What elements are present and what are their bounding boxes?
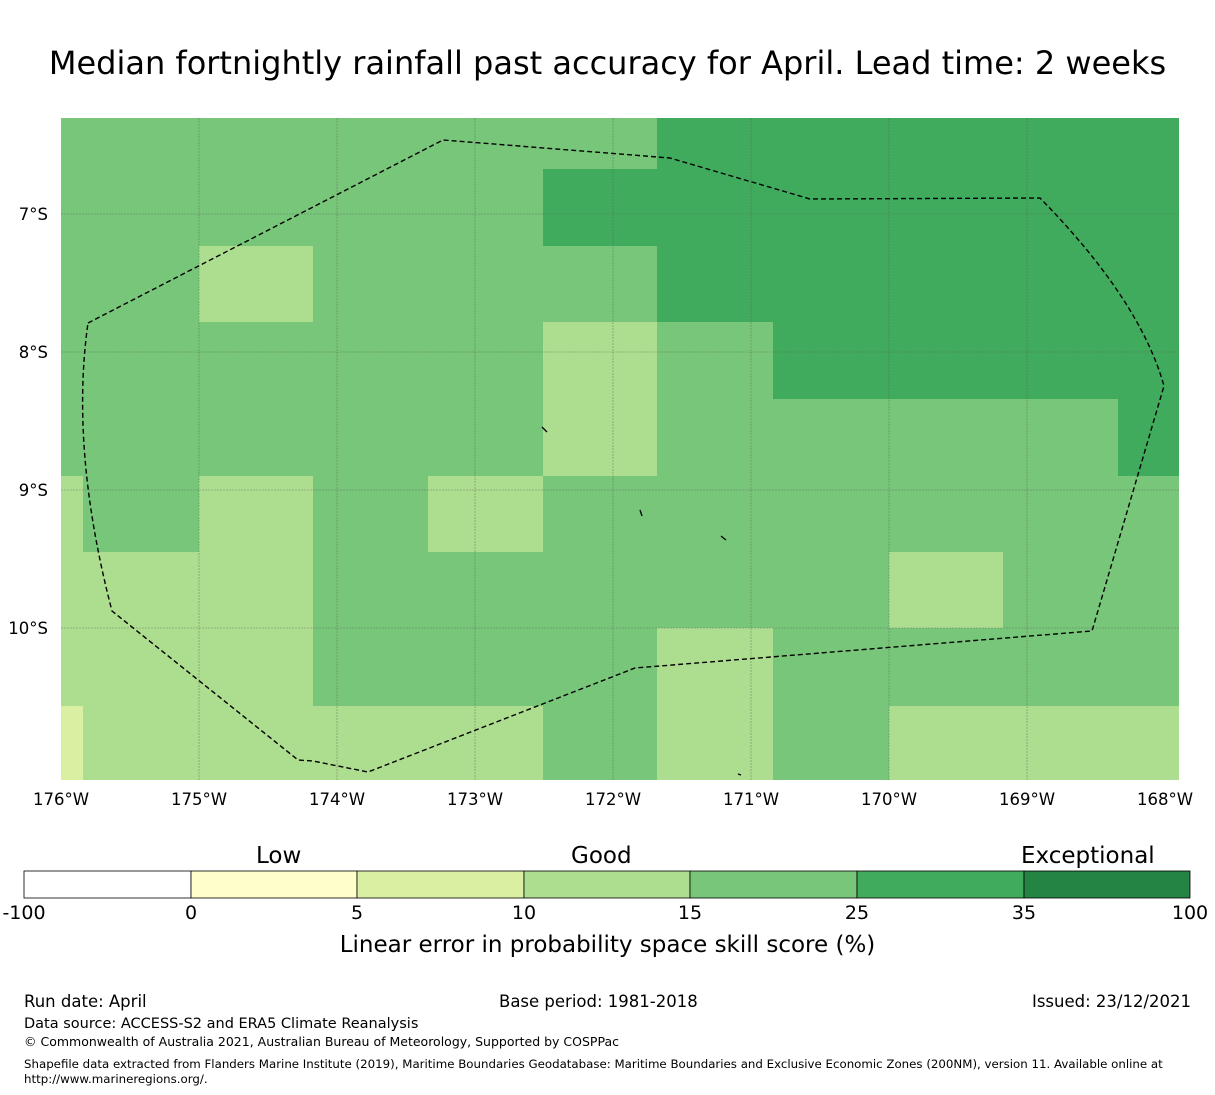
island-mark bbox=[737, 773, 742, 776]
colorbar-label: Linear error in probability space skill … bbox=[339, 932, 876, 958]
grid-cell bbox=[428, 476, 543, 552]
y-tick-label: 8°S bbox=[19, 343, 48, 362]
colorbar-segment bbox=[689, 870, 858, 899]
x-tick-label: 170°W bbox=[861, 790, 917, 809]
island-mark bbox=[541, 426, 548, 433]
y-tick-label: 7°S bbox=[19, 205, 48, 224]
colorbar-tick: -100 bbox=[2, 902, 46, 924]
grid-cell bbox=[657, 628, 773, 780]
x-tick-label: 171°W bbox=[723, 790, 779, 809]
grid-cell bbox=[61, 706, 83, 780]
colorbar-tick: 100 bbox=[1171, 902, 1209, 924]
colorbar-tick: 15 bbox=[677, 902, 703, 924]
graticule bbox=[61, 118, 1179, 780]
y-axis-ticks: 7°S 8°S 9°S 10°S bbox=[8, 205, 48, 638]
grid-cell bbox=[543, 169, 657, 246]
grid-cell bbox=[199, 476, 313, 552]
shapefile-credit: Shapefile data extracted from Flanders M… bbox=[24, 1057, 1163, 1071]
shapefile-url: http://www.marineregions.org/. bbox=[24, 1072, 208, 1086]
grid-cell bbox=[61, 476, 83, 552]
legend-exceptional-label: Exceptional bbox=[1021, 843, 1155, 869]
x-tick-label: 176°W bbox=[33, 790, 89, 809]
colorbar-segment bbox=[356, 870, 525, 899]
colorbar-tick: 25 bbox=[844, 902, 870, 924]
grid-cell bbox=[83, 706, 543, 780]
colorbar-tick: 0 bbox=[184, 902, 198, 924]
run-date: Run date: April bbox=[24, 992, 147, 1011]
copyright: © Commonwealth of Australia 2021, Austra… bbox=[24, 1034, 619, 1049]
grid-cell bbox=[61, 552, 313, 706]
x-axis-ticks: 176°W 175°W 174°W 173°W 172°W 171°W 170°W 169°W… bbox=[33, 790, 1193, 809]
x-tick-label: 175°W bbox=[171, 790, 227, 809]
grid-cell bbox=[889, 706, 1179, 780]
grid-cell bbox=[657, 118, 1179, 322]
grid-cell bbox=[543, 322, 657, 476]
island-marks bbox=[541, 426, 742, 776]
legend-low-label: Low bbox=[256, 843, 302, 869]
colorbar-tick: 10 bbox=[511, 902, 537, 924]
island-mark bbox=[639, 509, 643, 517]
grid-cell bbox=[773, 322, 1179, 399]
x-tick-label: 169°W bbox=[999, 790, 1055, 809]
y-tick-label: 9°S bbox=[19, 481, 48, 500]
colorbar-segment bbox=[23, 870, 192, 899]
skill-score-grid bbox=[61, 118, 1179, 780]
colorbar-tick: 5 bbox=[350, 902, 364, 924]
legend-good-label: Good bbox=[571, 843, 632, 869]
colorbar-segment bbox=[523, 870, 691, 899]
colorbar bbox=[23, 870, 1191, 899]
colorbar-segment bbox=[1023, 870, 1191, 899]
grid-cell bbox=[889, 552, 1003, 628]
data-source: Data source: ACCESS-S2 and ERA5 Climate … bbox=[24, 1016, 419, 1032]
grid-cell bbox=[199, 246, 313, 322]
x-tick-label: 172°W bbox=[585, 790, 641, 809]
island-mark bbox=[720, 535, 727, 541]
colorbar-segment bbox=[190, 870, 358, 899]
x-tick-label: 174°W bbox=[309, 790, 365, 809]
x-tick-label: 168°W bbox=[1137, 790, 1193, 809]
map-title: Median fortnightly rainfall past accurac… bbox=[48, 44, 1167, 82]
colorbar-segment bbox=[856, 870, 1025, 899]
base-period: Base period: 1981-2018 bbox=[499, 992, 698, 1011]
eez-boundary bbox=[81, 139, 1165, 773]
colorbar-tick: 35 bbox=[1011, 902, 1037, 924]
x-tick-label: 173°W bbox=[447, 790, 503, 809]
y-tick-label: 10°S bbox=[8, 619, 48, 638]
issued-date: Issued: 23/12/2021 bbox=[1031, 992, 1191, 1011]
